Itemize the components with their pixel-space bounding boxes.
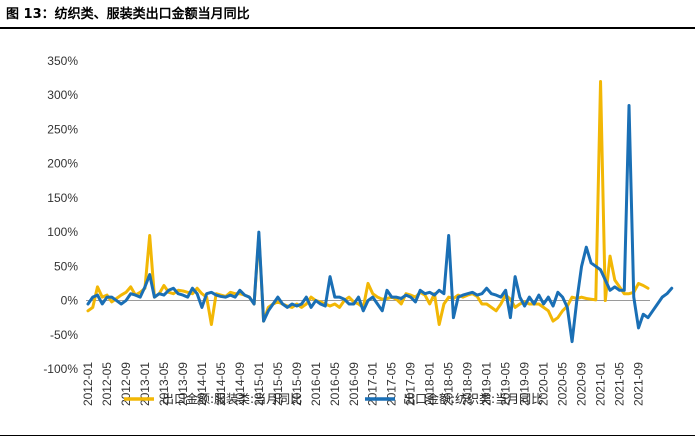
x-tick-label: 2020-09 [575, 362, 589, 406]
figure-title: 图 13：纺织类、服装类出口金额当月同比 [6, 7, 250, 22]
x-tick-label: 2018-09 [461, 362, 475, 406]
x-tick-label: 2016-05 [328, 362, 342, 406]
bottom-rule [0, 435, 695, 436]
x-tick-label: 2012-01 [81, 362, 95, 406]
x-tick-label: 2016-01 [309, 362, 323, 406]
y-tick-label: 250% [47, 122, 78, 136]
x-tick-label: 2018-05 [442, 362, 456, 406]
x-tick-label: 2017-05 [385, 362, 399, 406]
x-tick-label: 2013-05 [157, 362, 171, 406]
x-tick-label: 2020-05 [556, 362, 570, 406]
legend-label: 出口金额:服装类:当月同比 [162, 391, 302, 406]
x-tick-label: 2015-05 [271, 362, 285, 406]
x-tick-label: 2013-09 [176, 362, 190, 406]
y-axis-tick-labels: -100% -50% 0% 50% 100% 150% 200% 250% 300% 350% [43, 54, 78, 376]
y-tick-label: 200% [47, 157, 78, 171]
title-underline [0, 27, 695, 29]
x-tick-label: 2014-09 [233, 362, 247, 406]
series-line-textile [86, 103, 674, 344]
y-tick-label: -100% [43, 362, 78, 376]
x-tick-label: 2021-05 [613, 362, 627, 406]
x-tick-label: 2015-09 [290, 362, 304, 406]
x-tick-label: 2017-09 [404, 362, 418, 406]
y-tick-label: 300% [47, 88, 78, 102]
x-tick-label: 2019-05 [499, 362, 513, 406]
x-tick-label: 2020-01 [537, 362, 551, 406]
series-lines [86, 80, 674, 344]
x-tick-label: 2014-01 [195, 362, 209, 406]
y-tick-label: 350% [47, 54, 78, 68]
x-tick-label: 2019-09 [518, 362, 532, 406]
legend-label: 出口金额:纺织类:当月同比 [403, 391, 543, 406]
x-tick-label: 2016-09 [347, 362, 361, 406]
x-tick-label: 2021-01 [594, 362, 608, 406]
x-tick-label: 2017-01 [366, 362, 380, 406]
x-tick-label: 2018-01 [423, 362, 437, 406]
x-tick-label: 2019-01 [480, 362, 494, 406]
x-axis-tick-labels: 2012-01 2012-05 2012-09 2013-01 2013-05 2013-… [81, 362, 646, 406]
legend: 出口金额:服装类:当月同比 出口金额:纺织类:当月同比 [124, 391, 543, 406]
y-tick-label: 50% [54, 259, 78, 273]
x-tick-label: 2013-01 [138, 362, 152, 406]
y-tick-label: 150% [47, 191, 78, 205]
y-tick-label: 100% [47, 225, 78, 239]
y-tick-label: -50% [50, 328, 78, 342]
series-line-apparel [86, 80, 650, 327]
y-tick-label: 0% [61, 294, 79, 308]
x-tick-label: 2014-05 [214, 362, 228, 406]
x-tick-label: 2021-09 [632, 362, 646, 406]
x-tick-label: 2012-09 [119, 362, 133, 406]
x-tick-label: 2015-01 [252, 362, 266, 406]
x-tick-label: 2012-05 [100, 362, 114, 406]
